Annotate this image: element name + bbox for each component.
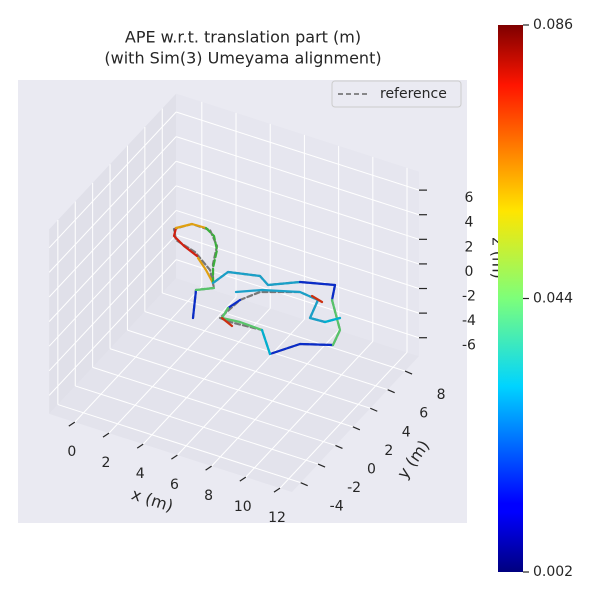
tick-mark [370,407,378,412]
tick-mark [317,463,326,468]
z-tick-label: 6 [465,190,474,206]
grid-line [162,292,406,372]
grid-line [48,185,177,322]
grid-line [144,311,388,391]
chart-subtitle: (with Sim(3) Umeyama alignment) [104,49,381,68]
colorbar [498,25,523,572]
tick-mark [273,487,281,493]
trajectory-segment [260,316,342,356]
grid-line [57,404,301,484]
trajectory [172,222,342,356]
legend-box [331,80,462,108]
tick-mark [335,444,343,450]
trajectory-segment [194,286,342,347]
y-tick-label: -4 [330,499,344,515]
z-tick-label: 0 [465,264,474,280]
z-tick-label: -6 [462,338,476,354]
tick-mark [102,432,110,438]
tick-mark [239,476,247,482]
y-tick-label: 0 [367,461,376,477]
grid-line [176,209,420,289]
z-tick-label: -4 [462,313,476,329]
z-tick-label: 2 [465,239,474,255]
grid-line [245,340,374,478]
trajectory-segment [172,226,199,258]
x-tick-label: 8 [204,488,213,504]
tick-mark [404,370,413,375]
grid-line [108,296,237,434]
grid-line [176,111,420,191]
trajectory-segment [211,270,327,324]
grid-line [176,185,420,265]
y-tick-label: 4 [402,424,411,440]
grid-line [48,210,177,347]
x-tick-label: 6 [170,477,179,493]
chart-title: APE w.r.t. translation part (m) [125,28,361,47]
y-tick-label: -2 [347,480,361,496]
tick-mark [352,426,361,431]
grid-line [176,136,420,216]
colorbar-ticks: 0.002 0.044 0.086 [523,17,573,580]
z-tick-label: 4 [465,215,474,231]
grid-line [211,329,339,467]
x-tick-label: 2 [102,455,111,471]
grid-line [177,318,305,456]
tick-mark [136,443,144,449]
grid-line [142,307,271,445]
grid-line [48,111,177,249]
y-tick-label: 6 [419,406,428,422]
legend-label: reference [380,86,447,102]
x-tick-label: 10 [234,499,252,515]
grid-line [127,329,371,409]
tick-mark [205,465,212,471]
grid-line [74,285,203,423]
colorbar-tick-label: 0.002 [533,564,573,580]
tick-mark [387,389,395,394]
grid-line [92,366,336,446]
grid-line [48,136,177,273]
grid-line [176,259,420,339]
grid-line [48,259,177,396]
x-tick-label: 12 [268,510,286,526]
grid-line [279,351,408,489]
grid-line [48,234,177,372]
grid-line [109,348,354,428]
x-tick-label: 4 [136,466,145,482]
panes [48,93,427,493]
z-tick-label: -2 [462,289,476,305]
colorbar-tick-label: 0.044 [533,291,573,307]
trajectory-segment [220,294,324,328]
x-tick-label: 0 [67,444,76,460]
trajectory-segment [174,222,215,285]
y-tick-label: 2 [384,443,393,459]
tick-mark [300,482,308,487]
trajectory-segment [191,280,337,356]
tick-mark [171,454,178,460]
trajectory-segment [204,226,219,285]
tick-mark [68,421,76,427]
grid-line [75,385,319,465]
grid-line [48,160,177,298]
y-tick-label: 8 [437,387,446,403]
colorbar-tick-label: 0.086 [533,17,573,33]
grid-line [176,160,420,240]
